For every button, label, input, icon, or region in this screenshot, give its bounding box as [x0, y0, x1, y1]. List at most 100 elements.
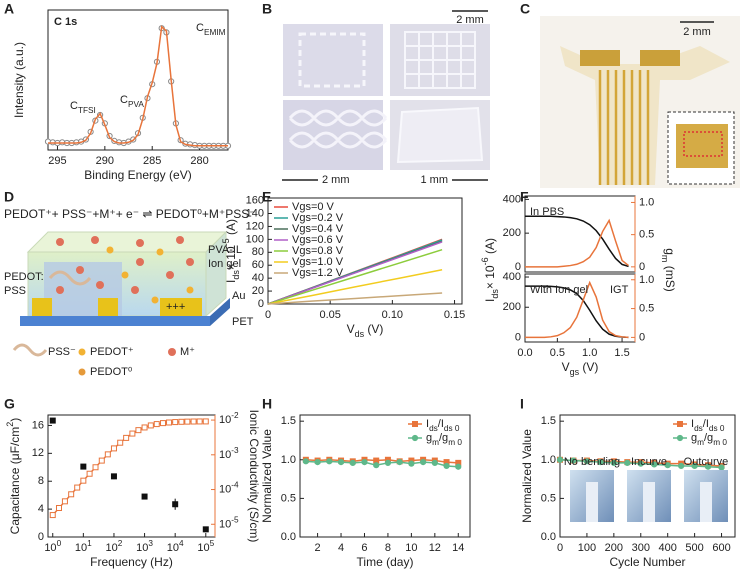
x-tick-label: 2: [315, 542, 321, 554]
marker: [677, 421, 683, 427]
panel-letter: D: [4, 189, 14, 205]
marker: [74, 484, 81, 491]
legend-label: Vgs=0.8 V: [292, 245, 344, 257]
y2-tick-label-sup: -2: [231, 411, 239, 420]
y-axis-label-part: Capacitance (μF/cm: [8, 427, 22, 535]
inset-sample: [643, 482, 655, 522]
scale-bar-label: 2 mm: [683, 26, 711, 38]
series-line: [52, 420, 206, 516]
x-tick-label: 104: [167, 539, 184, 554]
x-tick-label-part: 0.10: [382, 309, 403, 321]
legend-label-part: /I: [438, 418, 444, 430]
legend-label-sub: m: [697, 438, 704, 447]
x-tick-label-sup: 1: [87, 539, 92, 548]
marker: [135, 427, 142, 434]
y-tick-label: 140: [246, 207, 264, 219]
series-line: [48, 25, 228, 147]
y2-tick-label-part: 10: [219, 518, 231, 530]
panel-letter: E: [262, 189, 271, 205]
x-tick-label: 285: [143, 155, 161, 167]
chart-title: C 1s: [54, 16, 77, 28]
x-tick-label: 290: [96, 155, 114, 167]
inset-label: Incurve: [631, 456, 667, 468]
x-tick-label-part: 10: [106, 542, 118, 554]
x-tick-label: 300: [632, 542, 650, 554]
annotation-part: C: [196, 22, 204, 34]
y-tick-label: 160: [246, 194, 264, 206]
y2-axis-label-part: g: [663, 248, 677, 255]
plot-frame: [267, 197, 463, 305]
x-tick-label-part: 10: [44, 542, 56, 554]
y2-tick-label: 10-5: [219, 515, 239, 530]
inset-label: Outcurve: [684, 456, 729, 468]
y-tick-label: 20: [252, 285, 264, 297]
marker: [361, 459, 368, 466]
y2-tick-label-part: 1.0: [639, 274, 654, 286]
y-tick-label: 100: [246, 233, 264, 245]
legend-label-part: /I: [703, 418, 709, 430]
marker: [147, 422, 154, 429]
y-tick-label: 200: [503, 301, 521, 313]
y2-axis-label-part: Ionic Conductivity (S/cm): [247, 410, 261, 543]
annotation-part: IGT: [610, 284, 629, 296]
x-axis-label: Vds (V): [347, 322, 384, 339]
marker: [651, 461, 658, 468]
x-tick-label: 102: [106, 539, 123, 554]
y-axis-label-sup: -6: [480, 257, 490, 265]
legend-label: Vgs=0.6 V: [292, 234, 344, 246]
y-tick-label: 0.0: [281, 531, 296, 543]
y-tick-label: 80: [252, 246, 264, 258]
marker: [202, 526, 209, 533]
legend-label-part: /g: [704, 432, 713, 444]
y2-tick-label: 10-4: [219, 480, 239, 495]
x-tick-label-part: 10: [136, 542, 148, 554]
y-tick-label: 8: [38, 475, 44, 487]
marker: [326, 458, 333, 465]
x-tick-label: 100: [578, 542, 596, 554]
legend-label-sub: ds: [429, 424, 438, 433]
y-axis-label: Ids× 10-6 (A): [480, 238, 500, 302]
x-tick-label: 0: [557, 542, 563, 554]
y-tick-label: 1.5: [541, 415, 556, 427]
equation: PEDOT⁺+ PSS⁻+M⁺+ e⁻ ⇌ PEDOT⁰+M⁺PSS⁻: [4, 207, 256, 221]
x-axis-label: Cycle Number: [609, 555, 685, 569]
y-axis-label-part: Intensity (a.u.): [12, 42, 26, 118]
annotation: IGT: [610, 284, 629, 296]
panel-letter: B: [262, 1, 272, 17]
series-line: [267, 241, 443, 305]
y-tick-label: 1.0: [281, 454, 296, 466]
y-tick-label: 200: [503, 227, 521, 239]
marker: [411, 434, 419, 442]
y-axis-label-part: Normalized Value: [260, 429, 274, 523]
x-tick-label-sup: 5: [210, 539, 215, 548]
legend-label-part: g: [426, 432, 432, 444]
y-tick-label: 0: [258, 298, 264, 310]
y2-tick-label: 1.0: [639, 196, 654, 208]
marker: [92, 464, 99, 471]
series-line: [267, 248, 443, 305]
x-tick-label: 280: [190, 155, 208, 167]
device-photo: 2 mm: [540, 16, 740, 188]
marker: [172, 419, 179, 426]
marker: [314, 459, 321, 466]
x-axis-label-part: Frequency (Hz): [90, 555, 173, 569]
y2-tick-label: 1.0: [639, 274, 654, 286]
panel-letter: H: [262, 396, 272, 412]
marker: [141, 424, 148, 431]
legend-label-sub: m 0: [713, 438, 727, 447]
marker: [337, 459, 345, 466]
inset-label: No bending: [564, 456, 620, 468]
annotation-part: In PBS: [530, 206, 564, 218]
y2-axis-label-part: (mS): [663, 262, 677, 291]
y-tick-label: 0.5: [541, 492, 556, 504]
x-axis-label: Binding Energy (eV): [84, 168, 191, 182]
x-axis-label-sub: ds: [355, 329, 365, 339]
x-axis-label-part: V: [562, 360, 570, 374]
x-tick-label-sup: 4: [179, 539, 184, 548]
x-tick-label: 4: [338, 542, 344, 554]
marker: [420, 459, 427, 466]
y-axis-label-sub: ds: [490, 289, 500, 299]
legend-label: Vgs=0.2 V: [292, 212, 344, 224]
x-tick-label: 0.05: [319, 309, 340, 321]
marker: [704, 463, 712, 470]
